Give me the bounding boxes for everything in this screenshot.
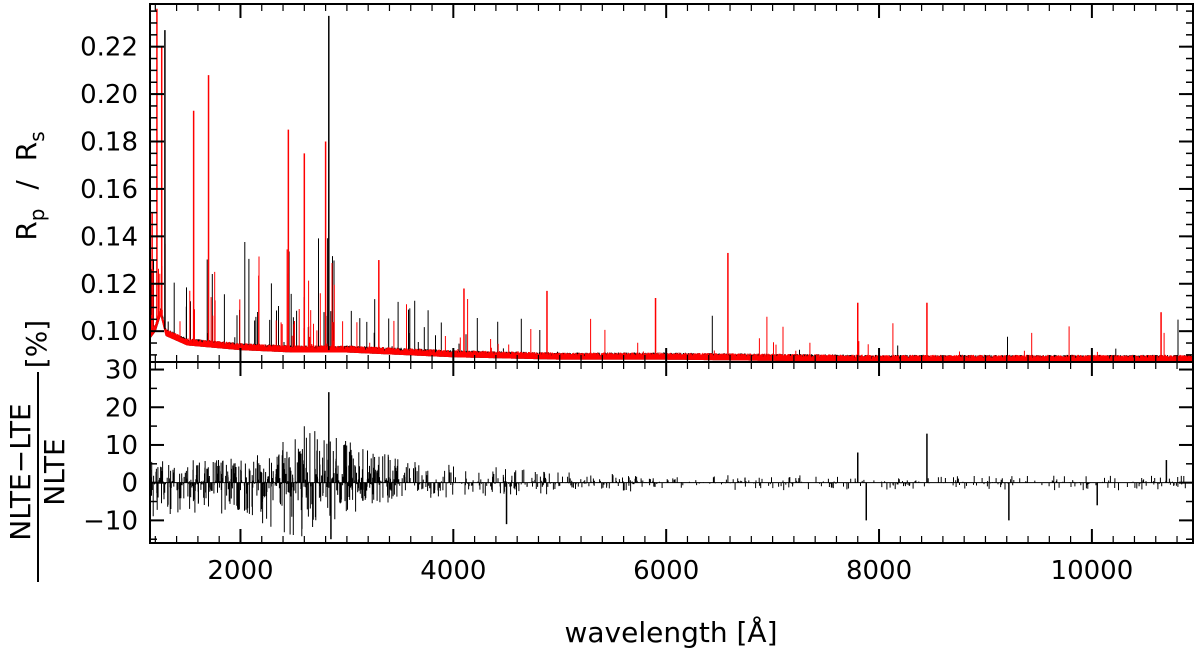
top-ytick-label: 0.10: [80, 317, 138, 347]
bottom-ylabel: NLTE−LTE NLTE [%]: [4, 320, 71, 582]
x-tick-label: 6000: [633, 556, 699, 586]
ylabel-sub-p: p: [25, 208, 49, 221]
difference-trace: [150, 426, 1193, 537]
top-ylabel: Rp / Rs: [10, 131, 49, 240]
lte-spectrum: [150, 238, 1193, 362]
top-ytick-label: 0.14: [80, 222, 138, 252]
top-ytick-label: 0.20: [80, 80, 138, 110]
bottom-ytick-label: 0: [121, 469, 138, 499]
svg-text:Rp / Rs: Rp / Rs: [10, 131, 49, 240]
ylabel-numerator: NLTE−LTE: [4, 403, 37, 540]
top-ytick-label: 0.12: [80, 270, 138, 300]
nlte-spectrum: [150, 243, 1193, 362]
difference-series: [150, 392, 1193, 540]
bottom-frame: [149, 361, 1194, 544]
ylabel-denominator: NLTE: [38, 438, 71, 505]
top-panel: 0.10 0.12 0.14 0.16 0.18 0.20 0.22 Rp / Rs: [10, 3, 1194, 363]
bottom-ytick-label: 30: [105, 356, 138, 386]
top-ytick-label: 0.22: [80, 33, 138, 63]
x-tick-label: 4000: [420, 556, 486, 586]
ylabel-sub-s: s: [25, 131, 49, 141]
bottom-ytick-label: 10: [105, 431, 138, 461]
bottom-ticks: 2000 4000 6000 8000 10000 −10 0 10 20 30: [83, 356, 1193, 586]
ylabel-slash: /: [10, 180, 43, 190]
bottom-ytick-label: 20: [105, 393, 138, 423]
top-ticks: 0.10 0.12 0.14 0.16 0.18 0.20 0.22: [80, 4, 1193, 362]
top-spectra: [150, 8, 1193, 362]
ylabel-r-s: R: [10, 142, 43, 161]
top-ytick-label: 0.18: [80, 128, 138, 158]
ylabel-r-p: R: [10, 221, 43, 240]
x-tick-label: 10000: [1051, 556, 1134, 586]
top-ytick-label: 0.16: [80, 175, 138, 205]
x-tick-label: 2000: [207, 556, 273, 586]
bottom-panel: 2000 4000 6000 8000 10000 −10 0 10 20 30 NLTE−LTE…: [4, 320, 1194, 649]
x-tick-label: 8000: [846, 556, 912, 586]
top-frame: [149, 3, 1194, 363]
x-axis-title: wavelength [Å]: [564, 615, 777, 649]
bottom-ytick-label: −10: [83, 506, 138, 536]
ylabel-unit: [%]: [20, 320, 53, 368]
